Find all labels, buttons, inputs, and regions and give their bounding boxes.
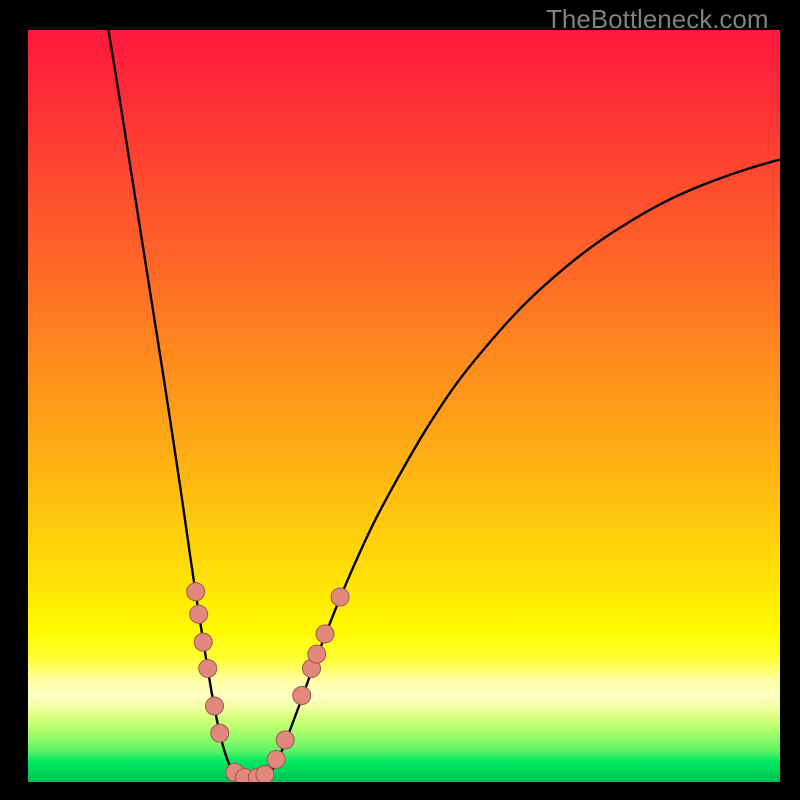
data-marker bbox=[187, 583, 205, 601]
bottleneck-curve bbox=[261, 159, 780, 779]
data-marker bbox=[205, 697, 223, 715]
data-marker bbox=[276, 731, 294, 749]
data-marker bbox=[199, 659, 217, 677]
data-marker bbox=[194, 633, 212, 651]
data-marker bbox=[256, 765, 274, 782]
plot-area bbox=[28, 30, 780, 782]
data-marker bbox=[211, 724, 229, 742]
data-marker bbox=[308, 645, 326, 663]
chart-svg bbox=[28, 30, 780, 782]
data-marker bbox=[190, 605, 208, 623]
plot-frame bbox=[28, 30, 780, 782]
watermark-text: TheBottleneck.com bbox=[546, 4, 769, 35]
data-marker bbox=[293, 687, 311, 705]
data-marker bbox=[331, 588, 349, 606]
data-marker bbox=[316, 625, 334, 643]
bottleneck-curve bbox=[108, 30, 242, 780]
data-marker bbox=[267, 750, 285, 768]
